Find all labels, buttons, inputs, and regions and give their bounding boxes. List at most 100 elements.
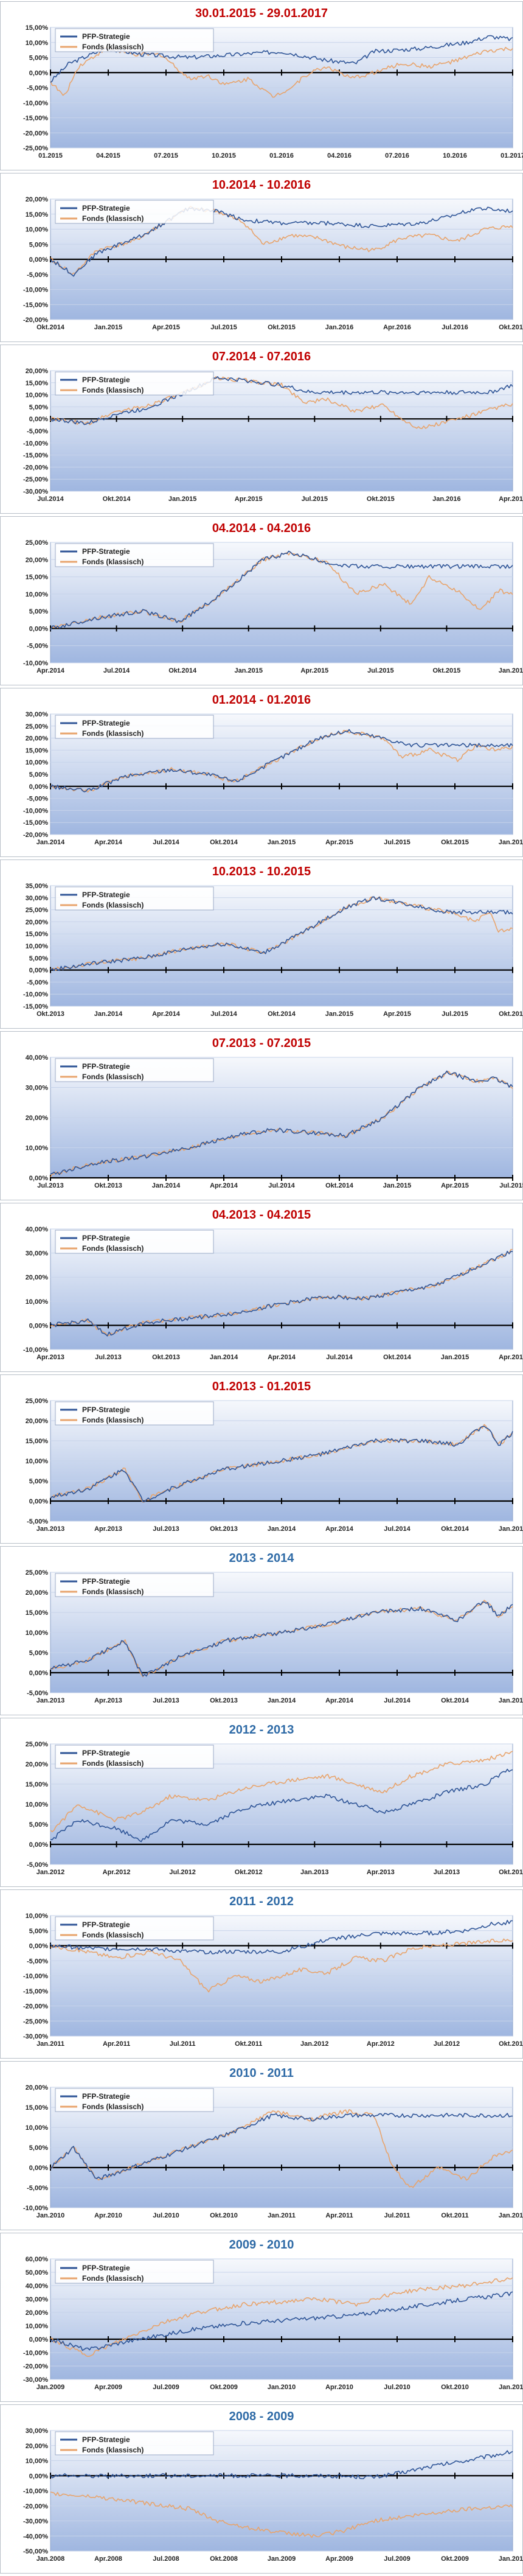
legend-box [55,28,214,52]
legend-label: Fonds (klassisch) [82,1759,144,1768]
chart-panel: 2011 - 2012 10,00% 5,00% 0,00% -5,00% -10,00%… [0,1889,523,2059]
x-tick-label: Apr.2008 [94,2555,122,2563]
y-tick-label: 0,00% [29,1670,48,1677]
x-tick-label: Apr.2014 [268,1354,296,1361]
chart-title: 07.2014 - 07.2016 [212,350,311,363]
legend-label: Fonds (klassisch) [82,1587,144,1596]
y-tick-label: 0,00% [29,2336,48,2343]
x-tick-label: Okt.2009 [441,2555,469,2563]
y-tick-label: -5,00% [27,271,48,279]
series-line-strategy [50,2450,513,2479]
y-tick-label: 20,00% [26,556,49,564]
series-line-strategy [50,1250,513,1337]
y-tick-label: 20,00% [26,1418,49,1425]
x-tick-label: Okt.2014 [210,839,238,846]
x-tick-label: Jan.2015 [268,839,296,846]
x-tick-label: Jan.2010 [36,2212,64,2219]
y-tick-label: 20,00% [26,2309,49,2317]
x-tick-label: Apr.2014 [36,667,65,674]
line-chart: 60,00% 50,00% 40,00% 30,00% 20,00% 10,00% 0,00… [23,2256,523,2391]
y-tick-label: 0,00% [29,783,48,791]
line-chart: 25,00% 20,00% 15,00% 10,00% 5,00% 0,00% -5,00%… [26,1398,523,1533]
y-tick-label: 5,00% [29,771,48,779]
x-tick-label: Jan.2012 [36,1869,64,1876]
y-tick-label: -15,00% [23,301,48,309]
line-chart: 40,00% 30,00% 20,00% 10,00% 0,00%Jul.2013 Okt… [26,1054,523,1189]
y-tick-label: -5,00% [27,2185,48,2192]
legend-label: PFP-Strategie [82,891,130,899]
x-tick-label: Jul.2014 [268,1182,295,1189]
chart-legend: PFP-Strategie Fonds (klassisch) [55,1058,214,1082]
y-tick-label: 15,00% [26,1438,49,1445]
y-tick-label: -30,00% [23,2518,48,2525]
x-tick-label: Apr.2014 [325,1697,354,1704]
chart-panel: 2008 - 2009 30,00% 20,00% 10,00% 0,00% -10,00… [0,2404,523,2574]
chart-legend: PFP-Strategie Fonds (klassisch) [55,2431,214,2455]
x-tick-label: Jul.2014 [103,667,130,674]
legend-label: PFP-Strategie [82,2264,130,2272]
x-tick-label: Apr.2012 [367,2040,395,2048]
x-tick-label: Jul.2009 [153,2384,179,2391]
chart-legend: PFP-Strategie Fonds (klassisch) [55,1916,214,1941]
chart-title: 2009 - 2010 [229,2238,294,2252]
chart-panel: 30.01.2015 - 29.01.2017 15,00% 10,00% 5,00%… [0,1,523,170]
chart-title: 2008 - 2009 [229,2410,294,2423]
legend-label: PFP-Strategie [82,1234,130,1242]
chart-legend: PFP-Strategie Fonds (klassisch) [55,543,214,567]
y-tick-label: 10,00% [26,1298,49,1306]
chart-title: 01.2014 - 01.2016 [212,693,311,707]
y-tick-label: 15,00% [26,1609,49,1617]
y-tick-label: 10,00% [26,2124,49,2132]
series-line-strategy [50,35,513,83]
y-tick-label: 20,00% [26,2443,49,2450]
y-tick-label: 0,00% [29,2473,48,2480]
x-tick-label: Apr.2011 [103,2040,130,2048]
y-tick-label: 5,00% [29,1821,48,1829]
y-tick-label: 10,00% [26,591,49,598]
x-tick-label: Okt.2013 [499,1869,523,1876]
x-tick-label: Okt.2015 [441,839,469,846]
y-tick-label: 60,00% [26,2256,49,2263]
x-tick-label: 04.2015 [96,152,120,159]
legend-label: PFP-Strategie [82,1405,130,1414]
x-tick-label: Jan.2010 [499,2555,523,2563]
legend-label: PFP-Strategie [82,547,130,556]
series-line-strategy [50,1601,513,1677]
y-tick-label: 25,00% [26,723,49,730]
series-line-fund [50,1938,513,1993]
x-tick-label: Jul.2013 [37,1182,63,1189]
series-line-fund [50,206,513,275]
series-line-strategy [50,550,513,631]
x-tick-label: Apr.2013 [94,1525,122,1533]
x-tick-label: Apr.2013 [367,1869,395,1876]
x-tick-label: Apr.2015 [499,1354,523,1361]
x-tick-label: Jan.2008 [36,2555,64,2563]
legend-label: Fonds (klassisch) [82,43,144,51]
y-tick-label: -5,00% [27,1518,48,1525]
y-tick-label: -20,00% [23,831,48,839]
chart-title: 2012 - 2013 [229,1723,294,1737]
series-line-fund [50,2277,513,2357]
chart-title: 10.2014 - 10.2016 [212,178,311,192]
x-tick-label: Apr.2014 [210,1182,238,1189]
x-tick-label: Jan.2014 [36,839,65,846]
x-tick-label: Jul.2011 [384,2212,410,2219]
legend-box [55,715,214,739]
y-tick-label: 15,00% [26,2104,49,2112]
x-tick-label: Okt.2013 [210,1525,238,1533]
x-tick-label: Apr.2015 [152,324,180,331]
x-tick-label: Jan.2014 [268,1525,296,1533]
legend-label: PFP-Strategie [82,2092,130,2101]
y-tick-label: 5,00% [29,241,48,248]
line-chart: 15,00% 10,00% 5,00% 0,00% -5,00% -10,00% -15,0… [23,24,523,159]
y-tick-label: -25,00% [23,145,48,152]
y-tick-label: -15,00% [23,1003,48,1010]
x-tick-label: Jan.2014 [152,1182,181,1189]
x-tick-label: Jul.2008 [153,2555,179,2563]
chart-panel: 10.2014 - 10.2016 20,00% 15,00% 10,00% 5,00%… [0,173,523,342]
series-line-fund [50,376,513,429]
chart-panel: 2010 - 2011 20,00% 15,00% 10,00% 5,00% 0,00% -… [0,2061,523,2230]
y-tick-label: 15,00% [26,380,49,387]
chart-panel: 2009 - 2010 60,00% 50,00% 40,00% 30,00% 20,00… [0,2233,523,2402]
y-tick-label: 10,00% [26,392,49,399]
